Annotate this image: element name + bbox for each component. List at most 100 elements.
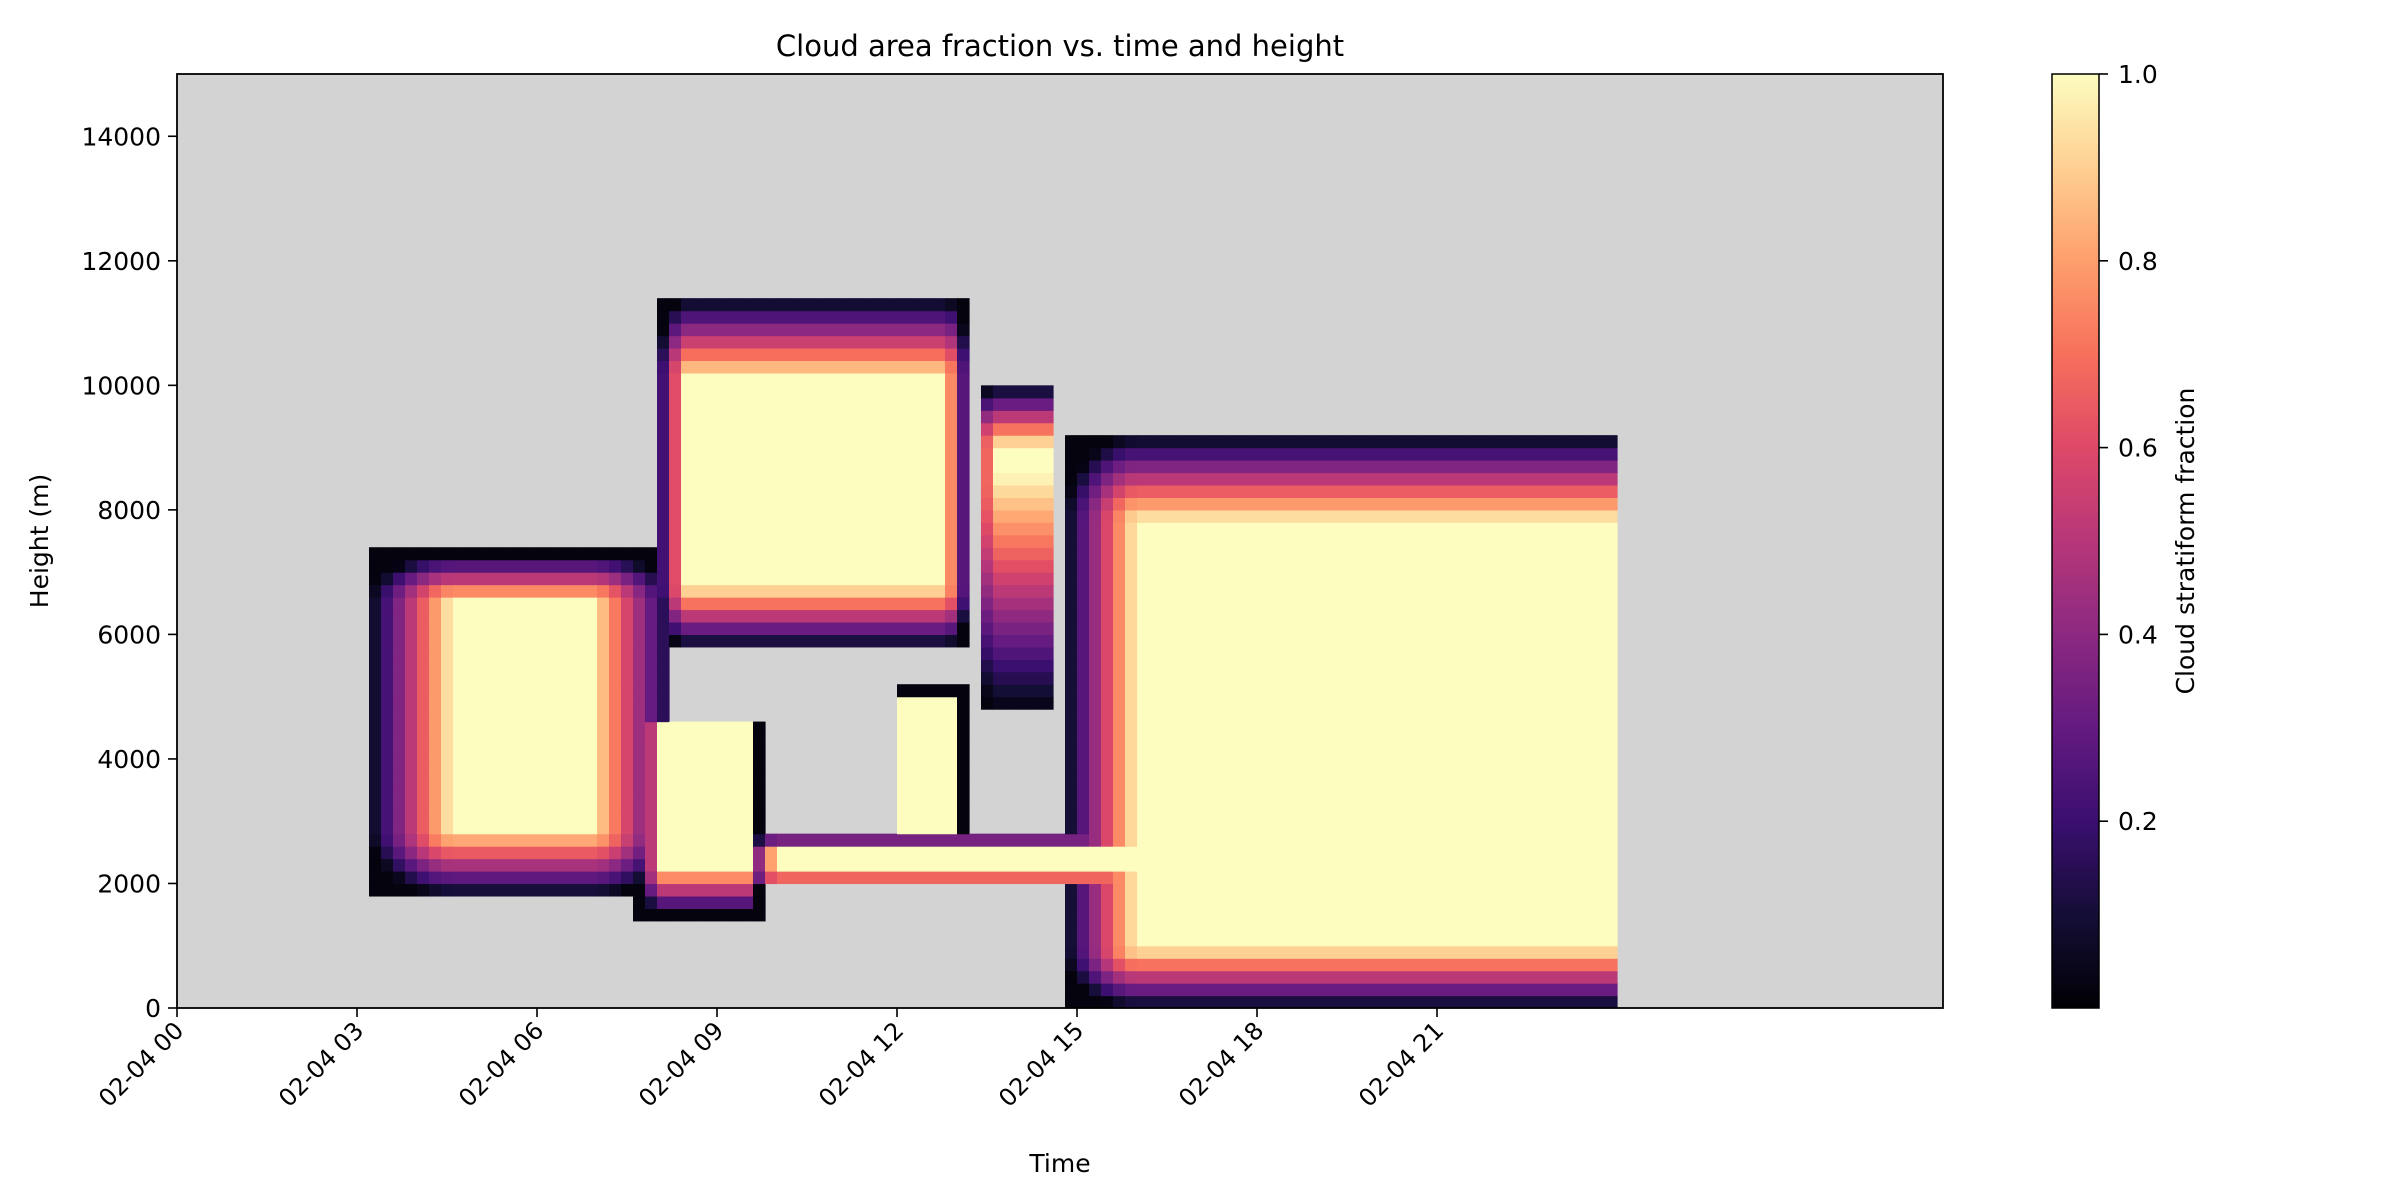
heatmap-cell [1017, 397, 1030, 411]
heatmap-cell [1389, 472, 1402, 486]
heatmap-cell [1077, 435, 1090, 449]
heatmap-cell [681, 559, 694, 573]
heatmap-cell [1221, 696, 1234, 710]
heatmap-cell [1317, 933, 1330, 947]
heatmap-cell [465, 746, 478, 760]
heatmap-cell [1425, 484, 1438, 499]
heatmap-cell [1317, 734, 1330, 748]
heatmap-cell [1221, 684, 1234, 698]
heatmap-cell [1209, 609, 1222, 623]
heatmap-cell [1389, 572, 1402, 586]
heatmap-cell [1029, 534, 1042, 548]
heatmap-cell [561, 597, 574, 611]
heatmap-cell [1569, 572, 1582, 586]
heatmap-cell [1557, 696, 1570, 710]
heatmap-cell [741, 522, 754, 536]
heatmap-cell [789, 385, 802, 399]
heatmap-cell [837, 833, 850, 847]
heatmap-cell [633, 771, 646, 785]
heatmap-cell [1569, 958, 1582, 972]
heatmap-cell [1437, 547, 1450, 561]
heatmap-cell [1041, 547, 1054, 561]
heatmap-cell [369, 758, 382, 772]
heatmap-cell [1293, 484, 1306, 499]
heatmap-cell [1365, 734, 1378, 748]
heatmap-cell [1401, 970, 1414, 984]
heatmap-cell [1521, 883, 1534, 897]
heatmap-cell [909, 746, 922, 760]
heatmap-cell [1293, 908, 1306, 922]
heatmap-cell [1161, 771, 1174, 785]
heatmap-cell [1053, 833, 1066, 847]
heatmap-cell [1317, 945, 1330, 959]
heatmap-cell [1149, 460, 1162, 474]
heatmap-cell [1389, 447, 1402, 461]
heatmap-cell [813, 609, 826, 623]
heatmap-cell [1557, 460, 1570, 474]
heatmap-cell [1581, 846, 1594, 860]
heatmap-cell [1485, 721, 1498, 735]
heatmap-cell [441, 771, 454, 785]
heatmap-cell [1185, 646, 1198, 660]
heatmap-cell [753, 509, 766, 523]
heatmap-cell [405, 796, 418, 810]
heatmap-cell [1377, 758, 1390, 772]
heatmap-cell [573, 721, 586, 735]
heatmap-cell [465, 821, 478, 835]
heatmap-cell [1389, 646, 1402, 660]
heatmap-cell [501, 547, 514, 561]
heatmap-cell [741, 721, 754, 735]
heatmap-cell [1377, 808, 1390, 822]
heatmap-cell [957, 347, 970, 362]
heatmap-cell [1569, 908, 1582, 922]
heatmap-cell [393, 808, 406, 822]
heatmap-cell [1245, 808, 1258, 822]
heatmap-cell [1125, 833, 1138, 847]
heatmap-cell [981, 422, 994, 436]
heatmap-cell [1113, 945, 1126, 959]
heatmap-cell [1461, 983, 1474, 997]
heatmap-cell [741, 572, 754, 586]
heatmap-cell [1461, 696, 1474, 710]
heatmap-cell [1089, 597, 1102, 611]
heatmap-cell [933, 858, 946, 872]
heatmap-cell [921, 298, 934, 312]
heatmap-cell [1161, 609, 1174, 623]
heatmap-cell [1233, 646, 1246, 660]
heatmap-cell [1221, 709, 1234, 723]
heatmap-cell [1137, 659, 1150, 673]
heatmap-cell [753, 908, 766, 922]
heatmap-cell [921, 709, 934, 723]
heatmap-cell [1233, 584, 1246, 598]
heatmap-cell [669, 846, 682, 860]
heatmap-cell [1329, 534, 1342, 548]
heatmap-cell [837, 497, 850, 511]
heatmap-cell [561, 721, 574, 735]
heatmap-cell [1533, 634, 1546, 648]
heatmap-cell [381, 609, 394, 623]
heatmap-cell [1089, 472, 1102, 486]
heatmap-cell [1545, 534, 1558, 548]
heatmap-cell [933, 833, 946, 847]
heatmap-cell [933, 522, 946, 536]
heatmap-cell [1509, 522, 1522, 536]
heatmap-cell [1413, 597, 1426, 611]
heatmap-cell [1533, 684, 1546, 698]
heatmap-cell [1161, 833, 1174, 847]
heatmap-cell [1305, 460, 1318, 474]
heatmap-cell [1137, 746, 1150, 760]
heatmap-cell [1065, 497, 1078, 511]
heatmap-cell [609, 547, 622, 561]
heatmap-cell [1473, 497, 1486, 511]
heatmap-cell [1221, 497, 1234, 511]
heatmap-cell [1341, 609, 1354, 623]
heatmap-cell [1305, 746, 1318, 760]
heatmap-cell [465, 783, 478, 797]
heatmap-cell [741, 584, 754, 598]
heatmap-cell [405, 696, 418, 710]
heatmap-cell [1269, 846, 1282, 860]
heatmap-cell [1317, 684, 1330, 698]
heatmap-cell [1341, 559, 1354, 573]
heatmap-cell [813, 385, 826, 399]
heatmap-cell [1317, 808, 1330, 822]
